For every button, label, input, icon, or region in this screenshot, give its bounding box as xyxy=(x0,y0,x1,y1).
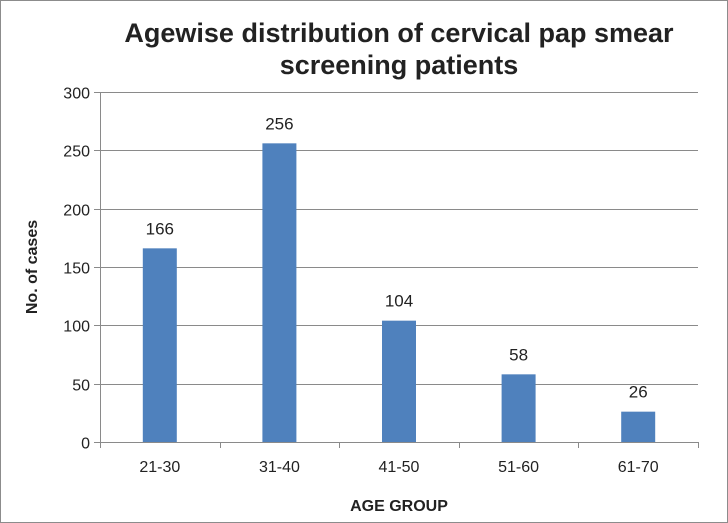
data-label: 256 xyxy=(265,114,293,133)
bars xyxy=(142,143,656,443)
data-label: 26 xyxy=(629,383,648,402)
x-tick-label: 61-70 xyxy=(618,459,659,476)
bar xyxy=(621,411,656,442)
chart-title-line-2: screening patients xyxy=(280,50,519,80)
bar xyxy=(501,374,536,442)
y-axis-title: No. of cases xyxy=(24,220,41,314)
x-tick-label: 51-60 xyxy=(498,459,539,476)
y-tick-label: 200 xyxy=(63,203,90,220)
y-axis-ticks: 0 50 100 150 200 250 300 xyxy=(63,86,101,453)
data-label: 58 xyxy=(509,345,528,364)
y-tick-label: 100 xyxy=(63,319,90,336)
x-tick-label: 41-50 xyxy=(379,459,420,476)
x-axis-ticks: 21-30 31-40 41-50 51-60 61-70 xyxy=(100,442,699,476)
y-tick-label: 50 xyxy=(72,378,90,395)
x-tick-label: 21-30 xyxy=(139,459,180,476)
chart-title-line-1: Agewise distribution of cervical pap sme… xyxy=(124,18,674,48)
bar xyxy=(142,248,177,442)
bar xyxy=(382,320,416,442)
y-tick-label: 150 xyxy=(63,261,90,278)
y-tick-label: 0 xyxy=(81,436,90,453)
x-axis-title: AGE GROUP xyxy=(350,498,448,515)
data-labels: 166 256 104 58 26 xyxy=(146,114,648,401)
y-tick-label: 300 xyxy=(63,86,90,103)
bar xyxy=(262,143,297,443)
x-tick-label: 31-40 xyxy=(259,459,300,476)
data-label: 166 xyxy=(146,219,174,238)
y-tick-label: 250 xyxy=(63,144,90,161)
data-label: 104 xyxy=(385,292,413,311)
